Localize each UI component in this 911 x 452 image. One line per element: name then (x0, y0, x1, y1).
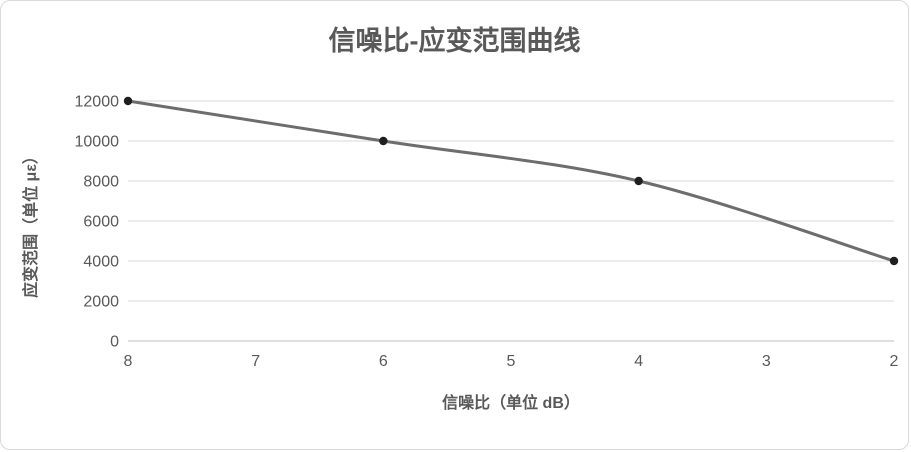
y-tick-label: 6000 (83, 214, 119, 231)
y-tick-label: 12000 (75, 94, 120, 111)
x-tick-label: 3 (762, 353, 771, 370)
x-tick-label: 8 (124, 353, 133, 370)
y-tick-label: 10000 (75, 134, 120, 151)
x-axis-title: 信噪比（单位 dB） (442, 395, 580, 412)
data-point-marker (379, 136, 388, 146)
x-tick-label: 2 (890, 353, 899, 370)
x-tick-label: 4 (634, 353, 643, 370)
data-point-marker (634, 176, 643, 186)
x-tick-label: 7 (251, 353, 260, 370)
x-tick-label: 5 (507, 353, 516, 370)
y-tick-label: 2000 (83, 294, 119, 311)
chart-title: 信噪比-应变范围曲线 (328, 26, 581, 56)
data-point-marker (889, 256, 899, 266)
y-tick-label: 8000 (83, 174, 119, 191)
data-point-marker (123, 96, 133, 106)
y-tick-label: 4000 (83, 254, 119, 271)
x-tick-label: 6 (379, 353, 388, 370)
y-tick-label: 0 (110, 334, 119, 351)
series-line (126, 99, 896, 263)
